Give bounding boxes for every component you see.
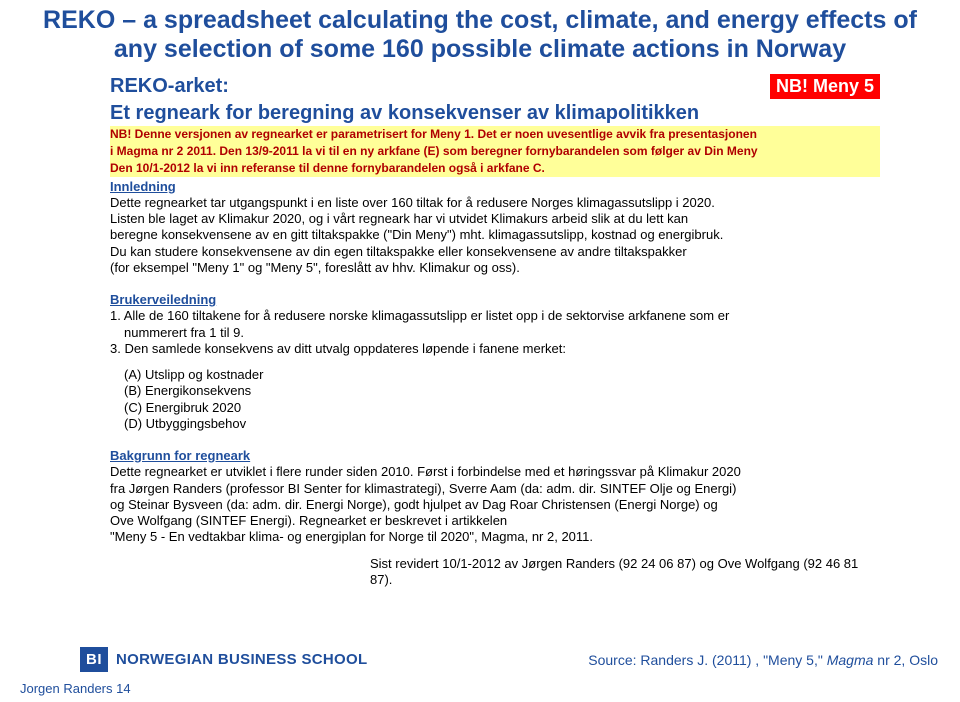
intro-heading: Innledning [110,179,880,195]
tab-a: (A) Utslipp og kostnader [110,367,880,383]
doc-header-left: REKO-arket: [110,74,229,99]
guide-heading: Brukerveiledning [110,292,880,308]
source-italic: Magma [827,652,874,668]
note-line-3: Den 10/1-2012 la vi inn referanse til de… [110,160,880,177]
bg-p5: "Meny 5 - En vedtakbar klima- og energip… [110,529,880,545]
source-citation: Source: Randers J. (2011) , "Meny 5," Ma… [588,652,938,668]
tab-c: (C) Energibruk 2020 [110,400,880,416]
guide-item-1a: 1. Alle de 160 tiltakene for å redusere … [110,308,880,324]
bg-heading: Bakgrunn for regneark [110,448,880,464]
source-post: nr 2, Oslo [873,652,938,668]
bg-p4: Ove Wolfgang (SINTEF Energi). Regnearket… [110,513,880,529]
intro-p2: Listen ble laget av Klimakur 2020, og i … [110,211,880,227]
guide-item-3: 3. Den samlede konsekvens av ditt utvalg… [110,341,880,357]
school-name: NORWEGIAN BUSINESS SCHOOL [116,651,367,668]
note-line-2: i Magma nr 2 2011. Den 13/9-2011 la vi t… [110,143,880,160]
tab-b: (B) Energikonsekvens [110,383,880,399]
intro-p3: beregne konsekvensene av en gitt tiltaks… [110,227,880,243]
intro-p1: Dette regnearket tar utgangspunkt i en l… [110,195,880,211]
revision-line: Sist revidert 10/1-2012 av Jørgen Rander… [110,556,880,589]
source-pre: Source: Randers J. (2011) , "Meny 5," [588,652,826,668]
note-line-1: NB! Denne versjonen av regnearket er par… [110,126,880,143]
bg-p1: Dette regnearket er utviklet i flere run… [110,464,880,480]
meny-badge: NB! Meny 5 [770,74,880,99]
slide-title: REKO – a spreadsheet calculating the cos… [0,0,960,74]
intro-p5: (for eksempel "Meny 1" og "Meny 5", fore… [110,260,880,276]
guide-item-1b: nummerert fra 1 til 9. [110,325,880,341]
tab-d: (D) Utbyggingsbehov [110,416,880,432]
doc-subtitle: Et regneark for beregning av konsekvense… [110,101,880,126]
document-body: REKO-arket: NB! Meny 5 Et regneark for b… [0,74,960,589]
footer-bar: BI NORWEGIAN BUSINESS SCHOOL Source: Ran… [0,647,960,672]
page-number: Jorgen Randers 14 [20,681,131,696]
bg-p3: og Steinar Bysveen (da: adm. dir. Energi… [110,497,880,513]
bg-p2: fra Jørgen Randers (professor BI Senter … [110,481,880,497]
intro-p4: Du kan studere konsekvensene av din egen… [110,244,880,260]
bi-logo: BI [80,647,108,672]
